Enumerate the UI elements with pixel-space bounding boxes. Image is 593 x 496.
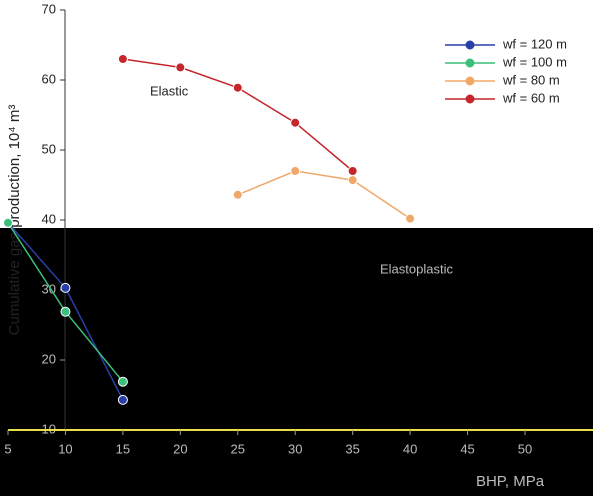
- legend-label: wf = 60 m: [502, 90, 560, 105]
- y-tick-label: 20: [42, 351, 56, 366]
- y-tick-label: 10: [42, 421, 56, 436]
- data-point: [347, 166, 358, 176]
- data-point: [175, 62, 186, 73]
- legend-label: wf = 80 m: [502, 72, 560, 87]
- x-tick-label: 25: [231, 441, 245, 456]
- x-tick-label: 30: [288, 441, 302, 456]
- data-point: [117, 54, 128, 64]
- x-tick-label: 20: [173, 441, 187, 456]
- data-point: [3, 217, 13, 228]
- data-point: [290, 166, 301, 176]
- series-line: [122, 58, 354, 172]
- legend-marker: [465, 40, 475, 50]
- data-point: [60, 282, 71, 293]
- y-tick-label: 40: [42, 211, 56, 226]
- data-point: [232, 189, 243, 200]
- x-tick-label: 40: [403, 441, 417, 456]
- y-tick-label: 60: [42, 71, 56, 86]
- data-point: [405, 213, 416, 224]
- y-tick-label: 50: [42, 141, 56, 156]
- legend-marker: [465, 58, 475, 68]
- glitch-band: [0, 228, 593, 496]
- x-tick-label: 50: [518, 441, 532, 456]
- annotation: Elastoplastic: [380, 261, 453, 276]
- legend-label: wf = 120 m: [502, 36, 567, 51]
- x-tick-label: 45: [460, 441, 474, 456]
- x-tick-label: 10: [58, 441, 72, 456]
- data-point: [60, 306, 71, 317]
- legend-marker: [465, 94, 475, 104]
- x-tick-label: 35: [345, 441, 359, 456]
- annotation: Elastic: [150, 83, 189, 98]
- data-point: [117, 394, 128, 405]
- data-point: [347, 175, 358, 186]
- data-point: [117, 376, 128, 387]
- x-tick-label: 15: [116, 441, 130, 456]
- series-line: [237, 170, 411, 220]
- y-axis-label: Cumulative gas production, 10⁴ m³: [6, 105, 23, 336]
- data-point: [232, 82, 243, 93]
- data-point: [290, 117, 301, 128]
- legend-marker: [465, 76, 475, 86]
- x-axis-label: BHP, MPa: [476, 473, 545, 490]
- y-tick-label: 70: [42, 1, 56, 16]
- x-tick-label: 5: [4, 441, 11, 456]
- legend-label: wf = 100 m: [502, 54, 567, 69]
